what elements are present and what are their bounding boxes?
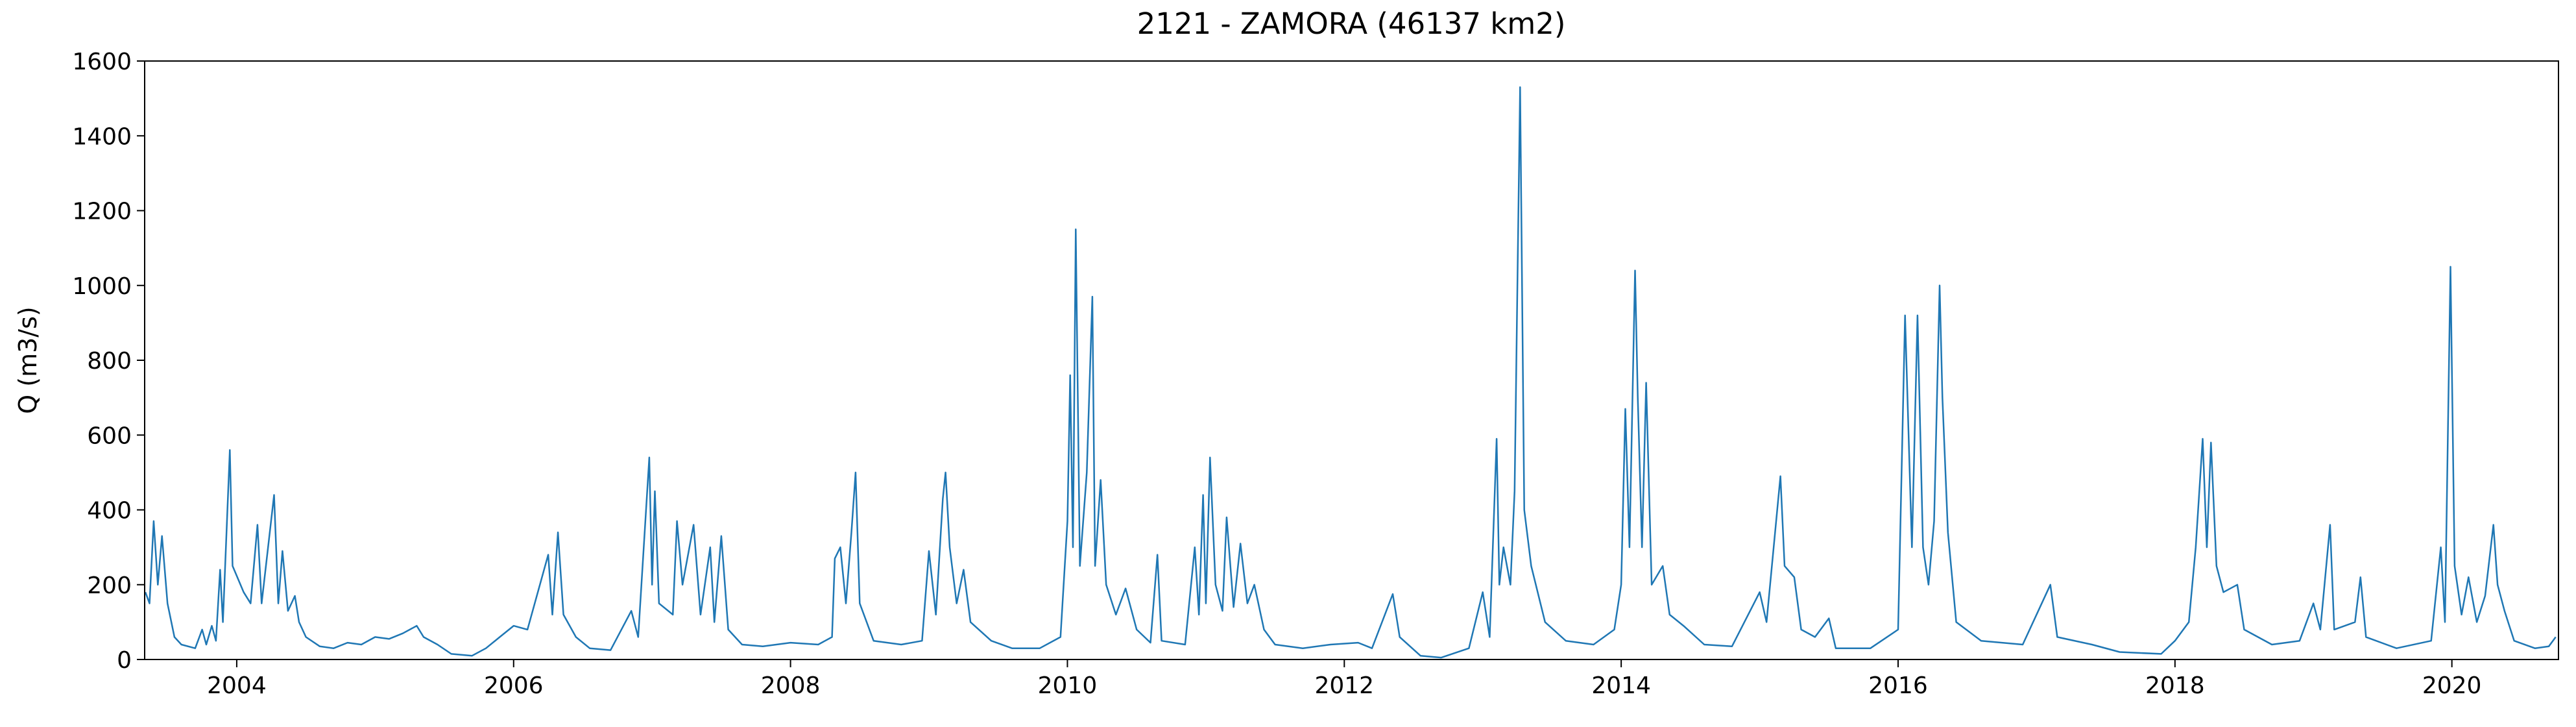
y-tick-label: 200 — [87, 573, 132, 599]
y-tick-label: 600 — [87, 423, 132, 449]
x-tick-label: 2018 — [2145, 672, 2205, 699]
plot-frame — [144, 60, 2559, 660]
x-tick-label: 2020 — [2422, 672, 2482, 699]
chart-title: 2121 - ZAMORA (46137 km2) — [1137, 6, 1566, 41]
x-tick-label: 2014 — [1591, 672, 1651, 699]
y-tick-label: 1000 — [72, 273, 132, 300]
y-tick-label: 1200 — [72, 199, 132, 225]
y-axis-label: Q (m3/s) — [14, 306, 42, 413]
y-tick-label: 400 — [87, 498, 132, 524]
x-tick-label: 2010 — [1038, 672, 1098, 699]
x-tick-label: 2016 — [1868, 672, 1928, 699]
x-tick-label: 2012 — [1314, 672, 1374, 699]
x-tick-label: 2004 — [207, 672, 267, 699]
y-tick-label: 1600 — [72, 49, 132, 75]
x-tick-label: 2006 — [484, 672, 544, 699]
x-tick-label: 2008 — [761, 672, 821, 699]
y-tick-label: 0 — [117, 647, 132, 674]
y-tick-label: 800 — [87, 348, 132, 375]
data-line — [144, 86, 2557, 659]
y-tick-label: 1400 — [72, 123, 132, 150]
